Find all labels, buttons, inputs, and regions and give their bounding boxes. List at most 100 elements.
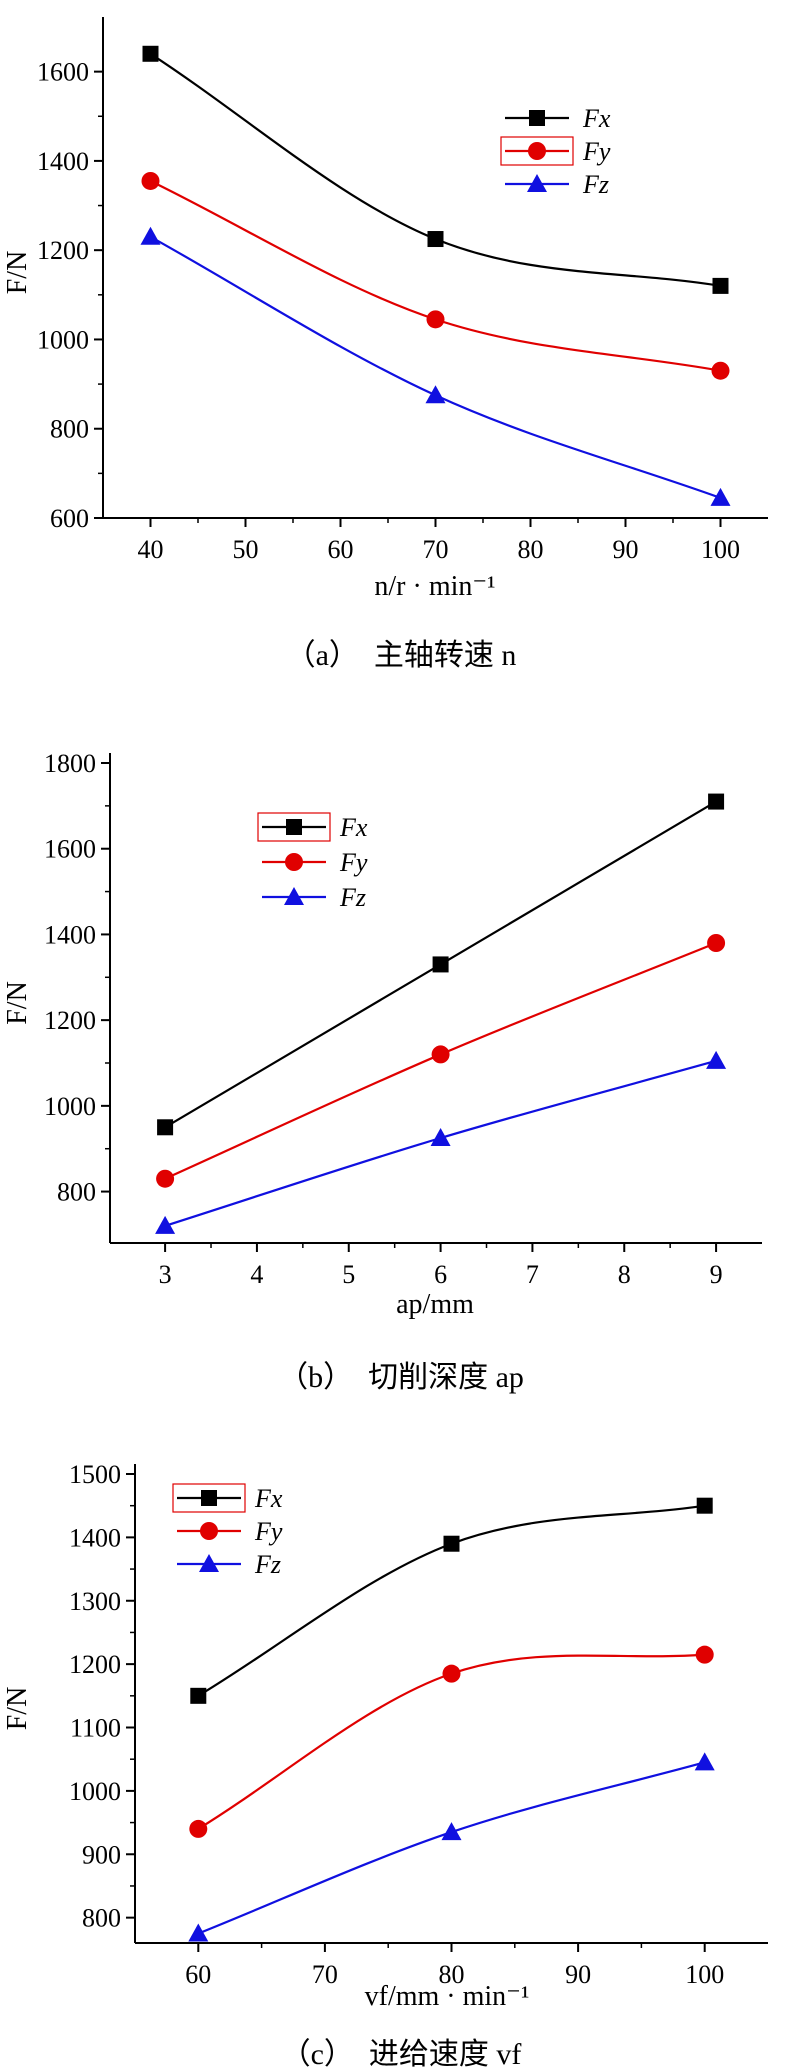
y-tick-label: 1400 bbox=[37, 147, 89, 176]
y-tick-label: 1200 bbox=[37, 236, 89, 265]
data-point bbox=[706, 1050, 727, 1069]
x-tick-label: 80 bbox=[518, 535, 544, 564]
chart-panel-a: 40 50 60 70 80 90 100 600 800 1000 1200 1400 1600 F/N… bbox=[2, 17, 768, 672]
y-axis-label: F/N bbox=[2, 251, 33, 295]
y-tick-label: 1600 bbox=[37, 58, 89, 87]
y-tick-label: 1200 bbox=[69, 1650, 121, 1679]
legend-label: Fz bbox=[254, 1550, 281, 1579]
series-fz bbox=[140, 226, 731, 506]
legend-marker bbox=[528, 142, 546, 160]
x-tick-label: 100 bbox=[701, 535, 740, 564]
x-tick-label: 3 bbox=[159, 1260, 172, 1289]
series-fx bbox=[190, 1497, 713, 1704]
legend-label: Fx bbox=[582, 104, 611, 133]
legend-marker bbox=[200, 1522, 218, 1540]
x-tick-label: 5 bbox=[342, 1260, 355, 1289]
data-point bbox=[708, 793, 725, 810]
x-axis-label: n/r · min⁻¹ bbox=[374, 571, 495, 602]
data-point bbox=[707, 934, 726, 952]
y-tick-label: 1400 bbox=[69, 1523, 121, 1552]
series-line bbox=[197, 1761, 705, 1935]
x-tick-label: 7 bbox=[526, 1260, 539, 1289]
data-point bbox=[695, 1645, 714, 1664]
y-tick-label: 1100 bbox=[70, 1714, 121, 1743]
legend-label: Fy bbox=[254, 1517, 283, 1546]
x-tick-label: 70 bbox=[423, 535, 449, 564]
series-fx bbox=[157, 793, 725, 1136]
figure-caption: （a） 主轴转速 n bbox=[286, 639, 517, 672]
data-point bbox=[441, 1822, 462, 1841]
data-point bbox=[140, 226, 161, 245]
legend: Fx Fy Fz bbox=[500, 104, 611, 199]
legend: Fx Fy Fz bbox=[172, 1483, 283, 1579]
y-tick-label: 1600 bbox=[44, 835, 96, 864]
legend: Fx Fy Fz bbox=[257, 812, 368, 912]
data-point bbox=[432, 956, 449, 973]
legend-marker bbox=[286, 819, 302, 835]
legend-highlight-box bbox=[500, 136, 574, 166]
y-tick-label: 1400 bbox=[44, 920, 96, 949]
x-tick-label: 40 bbox=[138, 535, 164, 564]
y-tick-label: 1500 bbox=[69, 1460, 121, 1489]
series-fy bbox=[141, 171, 730, 380]
y-tick-label: 800 bbox=[82, 1904, 121, 1933]
legend-highlight-box bbox=[172, 1483, 246, 1513]
data-point bbox=[156, 1169, 175, 1188]
y-tick-label: 1000 bbox=[44, 1092, 96, 1121]
y-tick-label: 800 bbox=[50, 415, 89, 444]
data-point bbox=[696, 1497, 713, 1514]
x-tick-label: 8 bbox=[618, 1260, 631, 1289]
y-axis-label: F/N bbox=[2, 981, 33, 1025]
series-fy bbox=[156, 934, 726, 1188]
legend-label: Fy bbox=[582, 137, 611, 166]
x-tick-label: 70 bbox=[312, 1960, 338, 1989]
x-tick-label: 80 bbox=[439, 1960, 465, 1989]
data-point bbox=[712, 277, 729, 294]
data-point bbox=[430, 1128, 451, 1146]
legend-marker bbox=[529, 110, 545, 126]
x-tick-label: 4 bbox=[250, 1260, 263, 1289]
x-tick-label: 90 bbox=[565, 1960, 591, 1989]
legend-label: Fy bbox=[339, 848, 368, 877]
series-fx bbox=[142, 45, 729, 294]
legend-label: Fz bbox=[339, 883, 366, 912]
data-point bbox=[188, 1923, 209, 1942]
legend-marker bbox=[527, 174, 547, 192]
y-tick-label: 1200 bbox=[44, 1006, 96, 1035]
legend-label: Fx bbox=[254, 1484, 283, 1513]
data-point bbox=[142, 45, 159, 62]
data-point bbox=[426, 310, 445, 329]
y-tick-label: 800 bbox=[57, 1178, 96, 1207]
y-tick-label: 1300 bbox=[69, 1587, 121, 1616]
chart-panel-c: 60 70 80 90 100 800 900 1000 1100 1200 1300 1400 150… bbox=[2, 1460, 768, 2069]
data-point bbox=[443, 1535, 460, 1552]
x-tick-label: 9 bbox=[710, 1260, 723, 1289]
data-point bbox=[711, 361, 730, 380]
data-point bbox=[431, 1045, 450, 1064]
legend-marker bbox=[199, 1554, 219, 1572]
y-tick-label: 1000 bbox=[69, 1777, 121, 1806]
y-tick-label: 900 bbox=[82, 1840, 121, 1869]
data-point bbox=[425, 385, 446, 404]
legend-label: Fx bbox=[339, 813, 368, 842]
data-point bbox=[189, 1819, 208, 1838]
data-point bbox=[190, 1687, 207, 1704]
legend-marker bbox=[285, 853, 303, 871]
x-tick-label: 60 bbox=[328, 535, 354, 564]
x-tick-label: 90 bbox=[613, 535, 639, 564]
chart-panel-b: 3 4 5 6 7 8 9 800 1000 1200 1400 1600 1800 F/N ap/mm （b… bbox=[2, 749, 762, 1394]
figure-caption: （b） 切削深度 ap bbox=[278, 1361, 524, 1394]
y-axis-label: F/N bbox=[2, 1687, 33, 1731]
data-point bbox=[442, 1664, 461, 1683]
x-tick-label: 50 bbox=[233, 535, 259, 564]
legend-marker bbox=[201, 1490, 217, 1506]
series-fz bbox=[188, 1752, 715, 1942]
legend-label: Fz bbox=[582, 170, 609, 199]
y-tick-label: 600 bbox=[50, 504, 89, 533]
figure-caption: （c） 进给速度 vf bbox=[281, 2038, 522, 2069]
data-point bbox=[427, 231, 444, 248]
data-point bbox=[141, 171, 160, 190]
x-axis-label: ap/mm bbox=[396, 1289, 474, 1320]
data-point bbox=[710, 487, 731, 506]
